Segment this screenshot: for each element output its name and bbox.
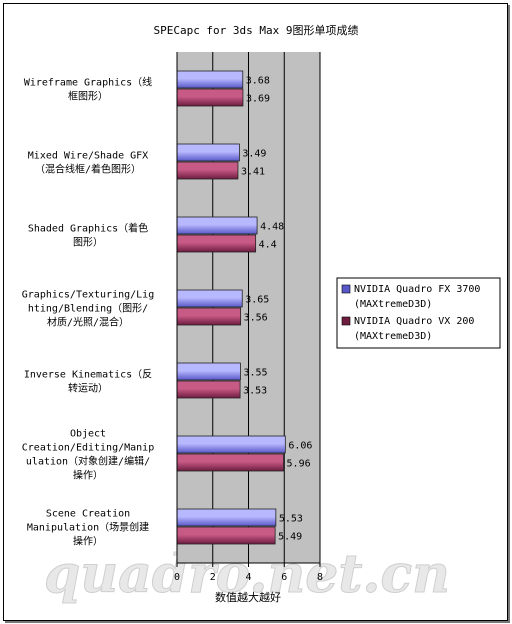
bar-series: 3.68 3.69 3.49 3.41 4.48 4.4 3.65 3.56 3.55 3.53 6… <box>176 70 312 545</box>
bar-series-1 <box>176 143 240 162</box>
category-label: 操作） <box>73 535 103 548</box>
gridlines <box>212 52 321 563</box>
category-label: 转运动） <box>68 382 108 395</box>
data-label: 6.06 <box>288 441 312 452</box>
category-label: ulation（对象创建/编辑/ <box>26 455 150 468</box>
x-axis-ticks: 0 2 4 6 8 <box>174 563 323 583</box>
legend-label: NVIDIA Quadro VX 200 <box>354 316 474 327</box>
category-label: Graphics/Texturing/Lig <box>22 290 154 301</box>
legend-label: (MAXtremeD3D) <box>354 331 432 342</box>
category-label: Inverse Kinematics（反 <box>24 369 152 381</box>
bar-series-2 <box>176 88 244 107</box>
bar-series-2 <box>176 307 242 326</box>
x-tick-label: 6 <box>281 572 287 583</box>
data-label: 3.41 <box>241 167 265 178</box>
category-label: Scene Creation <box>46 509 130 520</box>
bar-series-2 <box>176 526 276 545</box>
bar-series-1 <box>176 362 241 381</box>
bar-series-1 <box>176 508 277 527</box>
data-label: 3.65 <box>245 295 269 306</box>
bar-series-1 <box>176 70 244 89</box>
legend: NVIDIA Quadro FX 3700 (MAXtremeD3D) NVIDIA… <box>336 277 501 349</box>
bar-series-1 <box>176 435 286 454</box>
bar-series-2 <box>176 234 257 253</box>
category-label: Creation/Editing/Manip <box>22 443 154 454</box>
legend-label: (MAXtremeD3D) <box>354 299 432 310</box>
data-label: 4.48 <box>260 222 284 233</box>
category-label: 操作） <box>73 469 103 482</box>
data-label: 5.49 <box>278 532 302 543</box>
data-label: 3.68 <box>246 76 270 87</box>
data-label: 3.69 <box>246 94 270 105</box>
data-label: 5.96 <box>287 459 311 470</box>
legend-swatch <box>341 316 351 326</box>
category-label: 材质/光照/混合） <box>47 316 129 329</box>
category-label: hting/Blending（图形/ <box>28 303 148 315</box>
data-label: 3.55 <box>243 368 267 379</box>
data-label: 3.56 <box>244 313 268 324</box>
legend-swatch <box>341 284 351 294</box>
category-label: Shaded Graphics（着色 <box>28 222 148 235</box>
legend-label: NVIDIA Quadro FX 3700 <box>354 284 480 295</box>
x-tick-label: 4 <box>245 572 251 583</box>
chart-title: SPECapc for 3ds Max 9图形单项成绩 <box>153 24 358 37</box>
x-axis-label: 数值越大越好 <box>215 590 281 604</box>
category-label: 框图形） <box>68 90 108 103</box>
bar-series-2 <box>176 453 284 472</box>
category-label: Wireframe Graphics（线 <box>24 76 152 89</box>
bar-series-1 <box>176 216 258 235</box>
data-label: 3.49 <box>242 149 266 160</box>
legend-box <box>336 277 501 349</box>
category-label: 图形） <box>73 237 103 249</box>
x-tick-label: 8 <box>317 572 323 583</box>
category-label: Object <box>70 429 106 440</box>
data-label: 3.53 <box>243 386 267 397</box>
data-label: 5.53 <box>279 514 303 525</box>
category-label: Mixed Wire/Shade GFX <box>28 151 148 162</box>
bar-series-2 <box>176 380 241 399</box>
x-tick-label: 2 <box>210 572 216 583</box>
bar-series-1 <box>176 289 243 308</box>
data-label: 4.4 <box>259 240 277 251</box>
category-label: （混合线框/着色图形） <box>35 163 141 176</box>
x-tick-label: 0 <box>174 572 180 583</box>
category-label: Manipulation（场景创建 <box>27 521 149 534</box>
bar-series-2 <box>176 161 239 180</box>
